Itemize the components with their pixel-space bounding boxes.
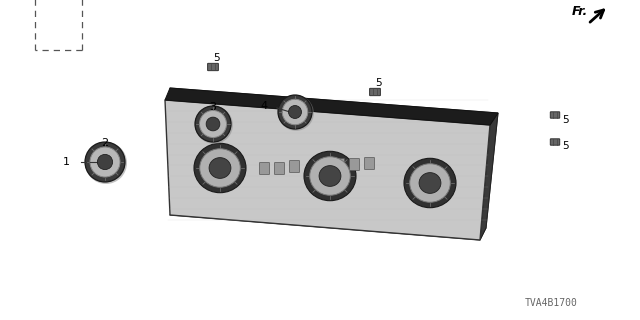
FancyBboxPatch shape bbox=[335, 158, 344, 171]
Polygon shape bbox=[170, 203, 486, 240]
Text: Fr.: Fr. bbox=[572, 5, 588, 18]
FancyBboxPatch shape bbox=[365, 157, 374, 170]
FancyBboxPatch shape bbox=[349, 158, 360, 171]
Circle shape bbox=[289, 106, 301, 118]
Circle shape bbox=[206, 117, 220, 131]
Text: 2: 2 bbox=[101, 138, 109, 148]
Ellipse shape bbox=[404, 158, 456, 208]
Polygon shape bbox=[165, 100, 490, 240]
Ellipse shape bbox=[304, 151, 356, 201]
FancyBboxPatch shape bbox=[275, 163, 285, 174]
Ellipse shape bbox=[200, 149, 240, 187]
Circle shape bbox=[278, 95, 312, 129]
Circle shape bbox=[90, 147, 120, 177]
FancyBboxPatch shape bbox=[370, 88, 380, 96]
Text: 5: 5 bbox=[562, 115, 568, 125]
Circle shape bbox=[200, 110, 227, 138]
Ellipse shape bbox=[419, 172, 441, 193]
FancyBboxPatch shape bbox=[289, 161, 300, 172]
Ellipse shape bbox=[410, 164, 451, 202]
Ellipse shape bbox=[209, 158, 231, 178]
Circle shape bbox=[278, 95, 314, 131]
Circle shape bbox=[85, 142, 127, 184]
Circle shape bbox=[85, 142, 125, 182]
FancyBboxPatch shape bbox=[550, 112, 560, 118]
Text: 3: 3 bbox=[209, 102, 216, 112]
Text: 1: 1 bbox=[63, 157, 70, 167]
Circle shape bbox=[282, 99, 308, 125]
Ellipse shape bbox=[319, 166, 341, 186]
Text: 5: 5 bbox=[213, 53, 220, 63]
Ellipse shape bbox=[194, 143, 246, 193]
Text: TVA4B1700: TVA4B1700 bbox=[525, 298, 578, 308]
Circle shape bbox=[195, 106, 231, 142]
Circle shape bbox=[195, 106, 233, 144]
FancyBboxPatch shape bbox=[550, 139, 560, 145]
Circle shape bbox=[97, 155, 113, 170]
Ellipse shape bbox=[310, 157, 350, 195]
Polygon shape bbox=[170, 88, 498, 228]
Text: 4: 4 bbox=[261, 101, 268, 111]
Text: 5: 5 bbox=[375, 78, 381, 88]
Polygon shape bbox=[480, 113, 498, 240]
FancyBboxPatch shape bbox=[207, 63, 218, 71]
Text: 5: 5 bbox=[562, 141, 568, 151]
Polygon shape bbox=[165, 88, 498, 125]
FancyBboxPatch shape bbox=[259, 163, 269, 174]
